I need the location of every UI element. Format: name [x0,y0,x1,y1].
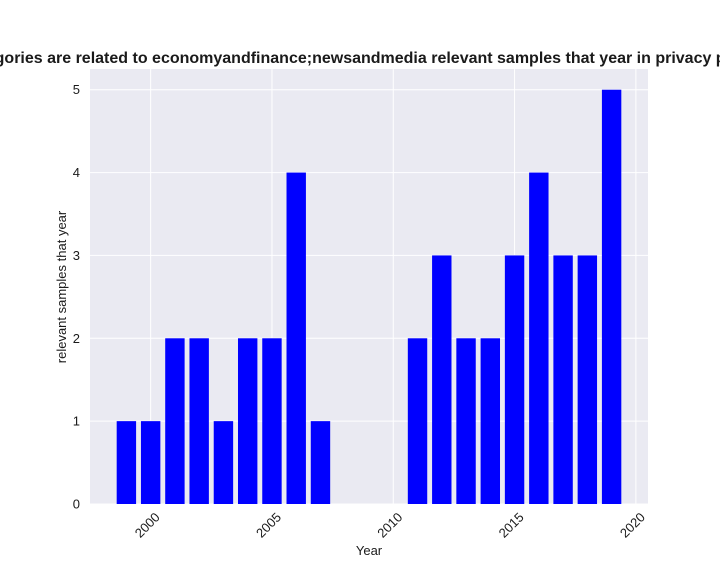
bar-2007 [310,421,331,504]
y-tick-labels: 0 1 2 3 4 5 [73,82,80,511]
bar-2019 [601,89,622,504]
y-tick-label: 3 [73,248,80,263]
bar-2014 [480,338,501,504]
bar-2017 [553,255,573,504]
x-tick-label: 2010 [374,510,405,541]
y-axis-label: relevant samples that year [54,210,69,363]
bar-2002 [189,338,209,504]
bar-2015 [504,255,525,504]
x-axis-label: Year [356,543,383,558]
bar-2003 [213,421,234,504]
chart-title: categories are related to economyandfina… [0,50,720,67]
y-tick-label: 0 [73,497,80,512]
bar-2005 [262,338,282,504]
y-tick-label: 4 [73,165,80,180]
bar-2012 [432,255,452,504]
y-tick-label: 1 [73,414,80,429]
bar-2000 [140,421,161,504]
x-tick-labels: 2000 2005 2010 2015 2020 [132,510,648,541]
bar-2013 [456,338,476,504]
bar-2011 [407,338,428,504]
x-tick-label: 2005 [253,510,284,541]
bar-2001 [165,338,185,504]
bar-2004 [237,338,258,504]
x-tick-label: 2000 [132,510,163,541]
bar-2006 [286,172,306,505]
x-tick-label: 2020 [617,510,648,541]
bars [116,89,622,505]
bar-1999 [116,421,137,504]
bar-2018 [577,255,598,504]
bar-2016 [529,172,549,505]
x-tick-label: 2015 [496,510,527,541]
y-tick-label: 5 [73,82,80,97]
y-tick-label: 2 [73,331,80,346]
